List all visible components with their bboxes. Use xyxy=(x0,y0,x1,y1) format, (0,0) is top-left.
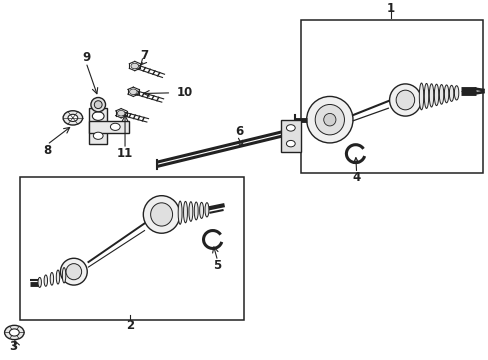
Text: 10: 10 xyxy=(176,86,192,99)
Circle shape xyxy=(93,132,103,139)
Circle shape xyxy=(286,125,295,131)
Ellipse shape xyxy=(194,202,198,220)
Ellipse shape xyxy=(38,278,41,287)
FancyBboxPatch shape xyxy=(280,120,301,152)
Circle shape xyxy=(131,63,138,69)
Circle shape xyxy=(4,325,24,339)
Bar xyxy=(20,177,244,320)
Ellipse shape xyxy=(44,275,47,286)
Ellipse shape xyxy=(323,113,335,126)
Ellipse shape xyxy=(424,84,428,108)
Ellipse shape xyxy=(199,202,203,219)
Ellipse shape xyxy=(183,201,187,223)
Ellipse shape xyxy=(56,270,60,284)
Ellipse shape xyxy=(395,90,414,110)
Circle shape xyxy=(129,89,137,95)
Ellipse shape xyxy=(306,96,352,143)
Bar xyxy=(300,19,483,173)
Ellipse shape xyxy=(143,196,180,233)
Ellipse shape xyxy=(188,202,192,221)
Text: 5: 5 xyxy=(213,259,222,272)
Text: 9: 9 xyxy=(81,51,90,64)
Text: 11: 11 xyxy=(117,147,133,160)
Circle shape xyxy=(110,123,120,130)
Ellipse shape xyxy=(150,203,172,226)
Circle shape xyxy=(68,114,78,121)
Ellipse shape xyxy=(428,84,433,107)
FancyBboxPatch shape xyxy=(89,108,107,144)
Ellipse shape xyxy=(66,264,81,280)
Text: 3: 3 xyxy=(9,340,17,353)
Text: 4: 4 xyxy=(352,171,360,184)
Text: 2: 2 xyxy=(125,319,134,332)
Ellipse shape xyxy=(389,84,420,116)
Ellipse shape xyxy=(62,267,66,283)
Circle shape xyxy=(9,329,19,336)
Ellipse shape xyxy=(453,86,458,100)
Ellipse shape xyxy=(204,203,208,217)
Circle shape xyxy=(117,111,124,116)
Circle shape xyxy=(92,112,104,120)
Ellipse shape xyxy=(444,85,448,103)
Ellipse shape xyxy=(418,83,423,110)
Text: 8: 8 xyxy=(43,144,51,157)
Ellipse shape xyxy=(50,273,54,285)
Text: 7: 7 xyxy=(140,49,148,62)
Ellipse shape xyxy=(433,84,438,105)
Ellipse shape xyxy=(178,201,182,224)
FancyBboxPatch shape xyxy=(89,121,129,133)
Ellipse shape xyxy=(315,104,344,135)
Circle shape xyxy=(286,140,295,147)
Circle shape xyxy=(63,111,82,125)
Ellipse shape xyxy=(61,258,87,285)
Ellipse shape xyxy=(94,101,102,109)
Ellipse shape xyxy=(439,85,443,104)
Text: 1: 1 xyxy=(386,2,394,15)
Text: 6: 6 xyxy=(235,125,243,138)
Ellipse shape xyxy=(91,98,105,112)
Ellipse shape xyxy=(448,85,453,102)
